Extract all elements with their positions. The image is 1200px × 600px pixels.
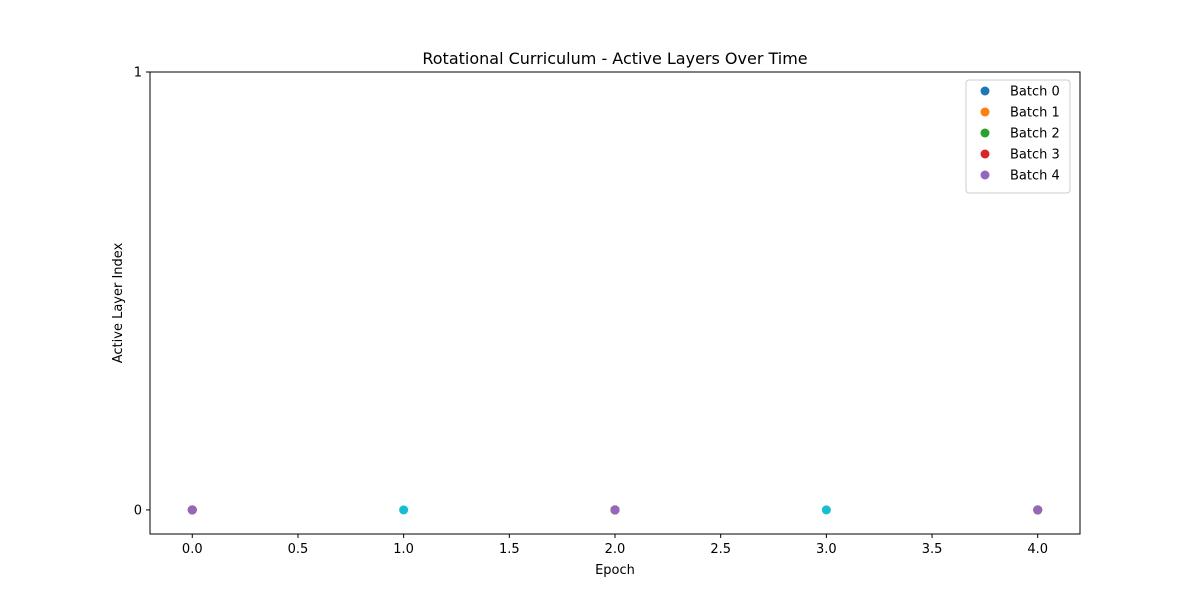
legend-marker	[980, 149, 990, 159]
legend-box	[965, 79, 1071, 194]
legend-marker	[980, 107, 990, 117]
legend-label: Batch 4	[1010, 169, 1060, 184]
legend-marker	[980, 86, 990, 96]
x-tick-label: 1.0	[393, 542, 414, 557]
y-tick-label: 1	[134, 66, 142, 81]
data-point-series-5-0	[399, 505, 409, 515]
x-tick-label: 3.5	[922, 542, 943, 557]
plot-area: 0.0 0.5 1.0 1.5 2.0 2.5 3.0 3.5 4.0 0 1	[134, 66, 1081, 557]
x-tick-label: 0.5	[288, 542, 309, 557]
y-tick-label: 0	[134, 503, 142, 518]
data-point-series-4-0	[187, 505, 197, 515]
legend-label: Batch 0	[1010, 85, 1060, 100]
data-point-series-5-1	[821, 505, 831, 515]
x-tick-label: 2.5	[710, 542, 731, 557]
chart-title: Rotational Curriculum - Active Layers Ov…	[422, 49, 807, 68]
x-tick-label: 2.0	[605, 542, 626, 557]
x-tick-label: 1.5	[499, 542, 520, 557]
legend: Batch 0 Batch 1 Batch 2 Batch 3 Batch 4	[965, 79, 1071, 194]
legend-label: Batch 3	[1010, 148, 1060, 163]
x-tick-label: 4.0	[1027, 542, 1048, 557]
x-tick-label: 0.0	[182, 542, 203, 557]
legend-marker	[980, 170, 990, 180]
x-axis-label: Epoch	[595, 563, 635, 578]
x-tick-label: 3.0	[816, 542, 837, 557]
legend-label: Batch 1	[1010, 106, 1060, 121]
legend-label: Batch 2	[1010, 127, 1060, 142]
y-axis-label: Active Layer Index	[111, 242, 126, 363]
data-point-series-4-2	[1033, 505, 1043, 515]
legend-marker	[980, 128, 990, 138]
data-point-series-4-1	[610, 505, 620, 515]
